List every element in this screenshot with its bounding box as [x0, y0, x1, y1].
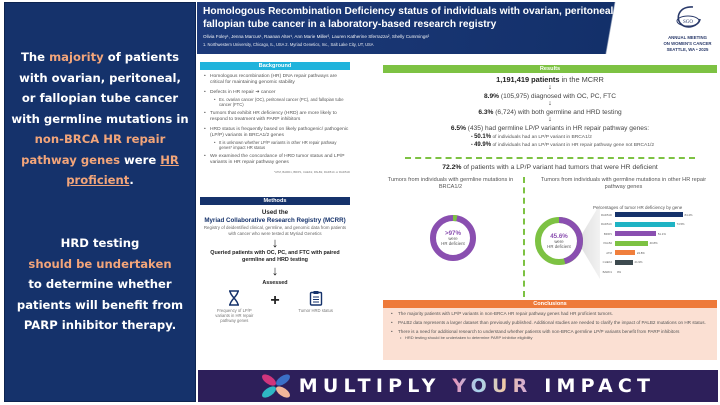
poster-title: Homologous Recombination Deficiency stat… — [203, 6, 627, 30]
bar-row: CHEK2 21.9% — [593, 258, 719, 268]
bar-row: BARD1 0% — [593, 267, 719, 277]
arrow-down-icon: ↓ — [271, 235, 279, 251]
bar-label: PALB2 — [603, 241, 613, 246]
bar-value: 40.8% — [649, 241, 658, 246]
gene-footnote: *ATM, BARD1, BRIP1, CHEK2, PALB2, RAD51C… — [274, 170, 350, 174]
clipboard-icon — [309, 291, 322, 306]
sub-bullet: HRD testing should be undertaken to dete… — [400, 335, 717, 340]
bar — [615, 250, 635, 256]
background-section: Background Homologous recombination (HR)… — [200, 62, 350, 174]
bar — [615, 212, 683, 218]
non-brca-donut-chart: 45.6% were HR deficient — [533, 215, 585, 267]
takeaway-2: HRD testing should be undertaken to dete… — [16, 236, 184, 332]
sub-bullet: It is unknown whether LP/P variants in o… — [214, 140, 350, 150]
bar-row: RAD51D 84.4% — [593, 210, 719, 220]
non-brca-caption: Tumors from individuals with germline mu… — [540, 177, 707, 190]
bar-value: 24.8% — [636, 250, 645, 255]
bullet: Homologous recombination (HR) DNA repair… — [204, 74, 350, 86]
bar-label: RAD51D — [600, 212, 612, 217]
bar-label: BARD1 — [602, 269, 612, 274]
methods-heading: Methods — [200, 197, 350, 205]
bullet: The majority patients with LP/P variants… — [391, 311, 717, 317]
bar — [615, 240, 648, 246]
bar-row: ATM 24.8% — [593, 248, 719, 258]
svg-text:SGO: SGO — [682, 20, 692, 25]
petal-logo-icon — [261, 374, 290, 398]
brca-donut-chart: >97% were HR deficient — [428, 213, 478, 263]
conclusions-heading: Conclusions — [383, 300, 717, 308]
hrd-by-gene-bar-chart: Percentages of tumor HR deficiency by ge… — [593, 205, 719, 277]
background-heading: Background — [200, 62, 350, 70]
bar-value: 0% — [617, 269, 622, 274]
sub-bullet: Ex. ovarian cancer (OC), peritoneal canc… — [214, 97, 350, 107]
bullet: PALB2 data represents a larger dataset t… — [391, 320, 717, 326]
bar-value: 51.1% — [657, 231, 666, 236]
dashed-divider — [405, 157, 695, 159]
plus-icon: + — [270, 292, 280, 310]
results-heading: Results — [383, 65, 717, 73]
registry-name: Myriad Collaborative Research Registry (… — [204, 217, 346, 224]
bar — [615, 231, 656, 237]
comparison-panel: Tumors from individuals with germline mu… — [383, 177, 719, 297]
bar-value: 74.5% — [676, 222, 685, 227]
sgo-emblem-icon: SGO — [676, 6, 701, 28]
dashed-divider — [523, 177, 525, 297]
bar-row: RAD51C 74.5% — [593, 220, 719, 230]
results-section: Results 1,191,419 patients in the MCRR ↓… — [383, 65, 719, 297]
conclusions-section: Conclusions The majority patients with L… — [383, 300, 717, 360]
bar-value: 84.4% — [684, 212, 693, 217]
bullet: Tumors that exhibit HR deficiency (HRD) … — [204, 111, 350, 123]
methods-section: Methods Used the Myriad Collaborative Re… — [200, 197, 350, 324]
bullet: Defects in HR repair ➜ cancer Ex. ovaria… — [204, 90, 350, 107]
bar-row: PALB2 40.8% — [593, 239, 719, 249]
brca-caption: Tumors from individuals with germline mu… — [387, 177, 514, 190]
key-takeaway-panel: The majority of patients with ovarian, p… — [4, 2, 196, 402]
sgo-logo: SGO ANNUAL MEETING ON WOMEN'S CANCER SEA… — [655, 4, 720, 54]
affiliations: 1. Northwestern University, Chicago, IL,… — [203, 42, 374, 47]
takeaway-1: The majority of patients with ovarian, p… — [11, 50, 189, 187]
bar-row: BRIP1 51.1% — [593, 229, 719, 239]
arrow-down-icon: ↓ — [548, 84, 552, 91]
bullet: There is a need for additional research … — [391, 329, 717, 340]
hrd-summary: 72.2% of patients with a LP/P variant ha… — [442, 164, 658, 171]
background-bullets: Homologous recombination (HR) DNA repair… — [200, 74, 350, 166]
bullet: HRD status is frequently based on likely… — [204, 127, 350, 150]
bullet: We examined the concordance of HRD tumor… — [204, 154, 350, 166]
bar-label: ATM — [606, 250, 612, 255]
arrow-down-icon: ↓ — [548, 116, 552, 123]
bar-label: CHEK2 — [602, 260, 612, 265]
bar — [615, 259, 633, 265]
bar-label: RAD51C — [600, 222, 612, 227]
dna-icon — [229, 290, 240, 306]
poster-header: Homologous Recombination Deficiency stat… — [197, 2, 662, 54]
multiply-your-impact-banner: MULTIPLY YOUR IMPACT — [198, 370, 718, 402]
authors: Olivia Foley¹, Jenna Marcus¹, Raanan Alt… — [203, 34, 430, 39]
arrow-down-icon: ↓ — [271, 263, 279, 279]
arrow-down-icon: ↓ — [548, 100, 552, 107]
bar-label: BRIP1 — [603, 231, 612, 236]
bar — [615, 221, 675, 227]
bar-value: 21.9% — [634, 260, 643, 265]
